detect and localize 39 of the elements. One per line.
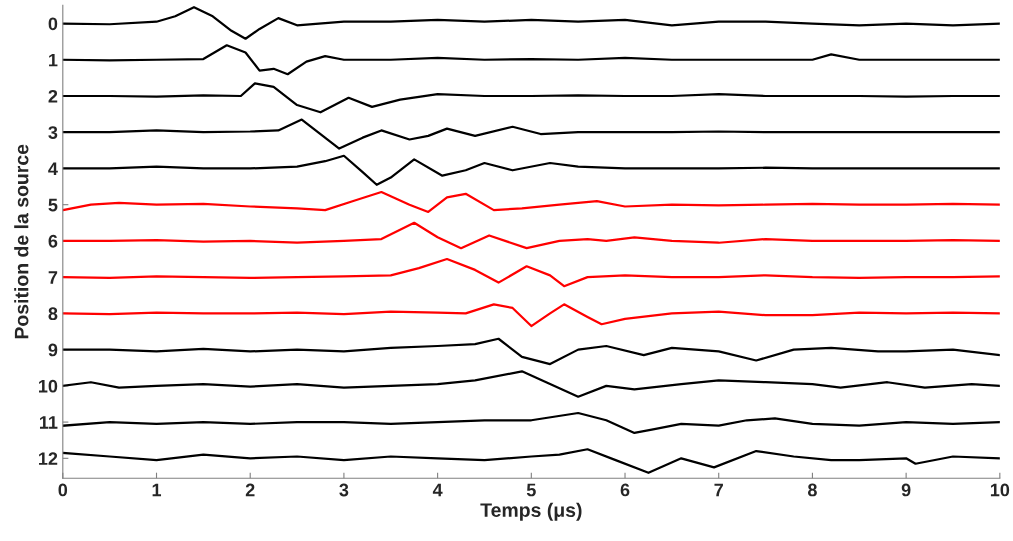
- line-series: [62, 82, 1000, 114]
- line-series: [62, 118, 1000, 150]
- x-tick-label: 9: [901, 483, 911, 497]
- line-series: [62, 257, 1000, 288]
- line-series: [62, 154, 1000, 186]
- x-tick-label: 6: [620, 483, 630, 497]
- x-tick-label: 5: [526, 483, 536, 497]
- y-tick-label: 0: [48, 17, 58, 31]
- y-axis-title: Position de la source: [14, 144, 29, 339]
- x-tick-label: 7: [714, 483, 723, 497]
- x-tick-label: 3: [339, 483, 349, 497]
- x-tick-label: 8: [807, 483, 817, 497]
- x-tick-label: 1: [152, 483, 162, 497]
- line-series: [62, 6, 1000, 40]
- line-series: [62, 303, 1000, 328]
- y-tick-label: 5: [48, 198, 58, 212]
- y-tick-label: 4: [48, 162, 58, 175]
- line-series: [62, 448, 1000, 474]
- x-axis-title: Temps (μs): [480, 502, 582, 521]
- line-series: [62, 411, 1000, 435]
- y-tick-label: 6: [48, 234, 58, 248]
- x-tick-label: 10: [990, 483, 1010, 497]
- y-tick-label: 12: [39, 452, 58, 465]
- y-tick-label: 7: [48, 271, 58, 284]
- x-tick-label: 4: [432, 483, 443, 497]
- line-series: [62, 370, 1000, 398]
- line-series: [62, 221, 1000, 250]
- y-tick-label: 1: [49, 53, 58, 67]
- y-tick-label: 3: [48, 126, 58, 139]
- line-series: [62, 44, 1000, 76]
- y-tick-label: 2: [48, 89, 58, 103]
- x-tick-label: 0: [58, 483, 68, 497]
- line-series: [62, 337, 1000, 366]
- y-tick-label: 9: [48, 343, 58, 357]
- y-tick-label: 8: [48, 307, 58, 321]
- y-tick-label: 11: [39, 416, 58, 429]
- y-tick-label: 10: [39, 379, 58, 393]
- x-tick-label: 2: [245, 483, 255, 497]
- line-series: [62, 190, 1000, 214]
